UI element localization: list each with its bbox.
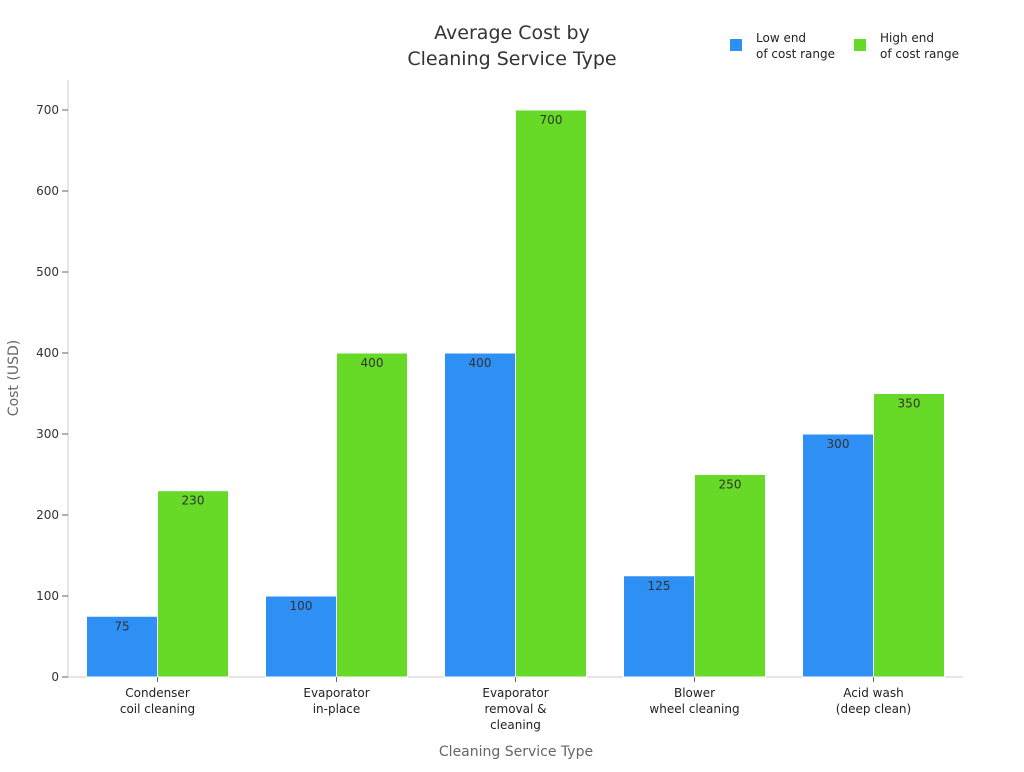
bar	[265, 595, 337, 678]
y-tick-label: 400	[36, 346, 59, 360]
y-tick-label: 200	[36, 508, 59, 522]
x-axis-label: Cleaning Service Type	[439, 744, 593, 760]
y-tick-label: 0	[51, 670, 59, 684]
x-tick-label: Condenser	[125, 686, 190, 700]
legend-swatch	[854, 39, 866, 51]
y-tick-label: 300	[36, 427, 59, 441]
data-label: 230	[182, 494, 205, 508]
bar	[157, 490, 229, 678]
y-axis-label: Cost (USD)	[6, 340, 22, 416]
data-label: 700	[540, 113, 563, 127]
data-label: 400	[469, 356, 492, 370]
data-label: 400	[361, 356, 384, 370]
legend: Low end of cost range High end of cost rang…	[730, 31, 959, 61]
data-label: 350	[898, 397, 921, 411]
plot-area: 0 100 200 300 400 500 600 700 75 230 Condenser coil…	[36, 80, 963, 732]
legend-label: of cost range	[756, 47, 835, 61]
x-tick-label: removal &	[484, 702, 546, 716]
y-tick-label: 100	[36, 589, 59, 603]
y-tick-label: 700	[36, 103, 59, 117]
x-tick-label: Evaporator	[482, 686, 548, 700]
bar	[694, 474, 766, 678]
data-label: 300	[827, 437, 850, 451]
bar	[802, 433, 874, 678]
data-label: 125	[648, 579, 671, 593]
bar	[873, 393, 945, 678]
data-label: 75	[114, 619, 129, 633]
legend-label: of cost range	[880, 47, 959, 61]
bar	[336, 352, 408, 678]
data-label: 250	[719, 478, 742, 492]
bar	[515, 109, 587, 678]
chart-title-line-2: Cleaning Service Type	[407, 48, 616, 70]
x-tick-label: Blower	[674, 686, 715, 700]
bar	[623, 575, 695, 678]
bar	[444, 352, 516, 678]
y-tick-label: 600	[36, 184, 59, 198]
x-tick-label: Acid wash	[843, 686, 903, 700]
x-tick-label: (deep clean)	[836, 702, 911, 716]
legend-label: Low end	[756, 31, 806, 45]
x-tick-label: coil cleaning	[120, 702, 195, 716]
chart-title-line-1: Average Cost by	[434, 22, 590, 44]
data-label: 100	[290, 599, 313, 613]
legend-label: High end	[880, 31, 934, 45]
x-tick-label: in-place	[313, 702, 361, 716]
legend-swatch	[730, 39, 742, 51]
x-tick-label: cleaning	[490, 718, 541, 732]
x-tick-label: Evaporator	[303, 686, 369, 700]
y-tick-label: 500	[36, 265, 59, 279]
x-tick-label: wheel cleaning	[649, 702, 739, 716]
